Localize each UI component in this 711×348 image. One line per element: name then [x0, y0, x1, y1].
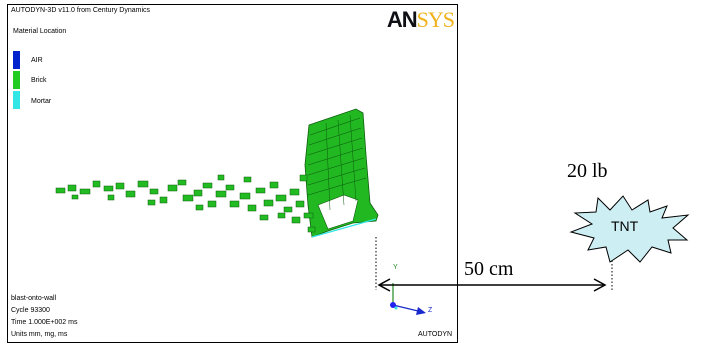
time-readout: Time 1.000E+002 ms	[11, 319, 78, 326]
charge-weight-label: 20 lb	[567, 160, 608, 182]
simulation-viewport: AUTODYN-3D v11.0 from Century Dynamics A…	[7, 4, 458, 343]
legend-label-mortar: Mortar	[31, 98, 52, 105]
units-readout: Units mm, mg, ms	[11, 331, 68, 338]
legend-title: Material Location	[13, 28, 67, 35]
legend-label-air: AIR	[31, 57, 43, 64]
legend-swatch-brick	[13, 71, 20, 89]
autodyn-brand: AUTODYN	[418, 331, 453, 338]
tnt-burst-shape	[569, 195, 690, 263]
tnt-label: TNT	[611, 218, 639, 234]
ansys-logo: ANSYS	[386, 7, 455, 33]
legend: AIR Brick Mortar	[13, 51, 93, 111]
brick-wall	[304, 108, 379, 238]
simulation-scene	[55, 108, 426, 315]
legend-swatch-mortar	[13, 91, 20, 109]
brick-debris	[55, 174, 316, 233]
model-name: blast-onto-wall	[11, 295, 57, 302]
window-title: AUTODYN-3D v11.0 from Century Dynamics	[11, 7, 150, 14]
distance-arrow	[377, 278, 607, 292]
legend-swatch-air	[13, 51, 20, 69]
distance-label: 50 cm	[464, 258, 514, 280]
axis-triad	[390, 283, 426, 315]
legend-label-brick: Brick	[31, 77, 47, 84]
y-axis-label: Y	[393, 264, 398, 271]
cycle-readout: Cycle 93300	[11, 307, 50, 314]
z-axis-label: Z	[428, 307, 433, 314]
